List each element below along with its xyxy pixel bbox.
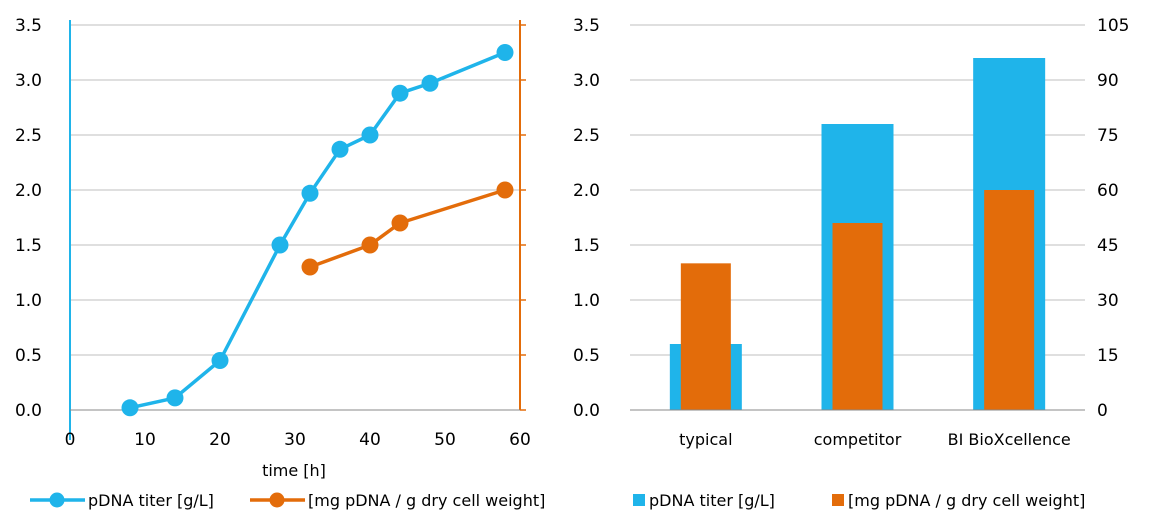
data-point	[421, 74, 439, 92]
x-tick-label: 10	[134, 430, 156, 450]
bar-chart: 0.0 0.5 1.0 1.5 2.0 2.5 3.0 3.5 0 15 30 45 60 75 90 10…	[573, 16, 1130, 510]
x-tick-label: 50	[434, 430, 456, 450]
x-axis-ticks: typical competitor BI BioXcellence	[679, 430, 1071, 449]
series-line	[309, 188, 506, 269]
data-point	[496, 44, 514, 61]
y-axis-ticks: 0.0 0.5 1.0 1.5 2.0 2.5 3.0 3.5	[15, 16, 42, 421]
right-y-tick-label: 105	[1097, 16, 1129, 36]
y-tick-label: 1.5	[573, 236, 600, 256]
data-point	[391, 214, 409, 232]
data-point	[496, 181, 514, 199]
bar-mg-pdna	[984, 190, 1035, 410]
x-tick-label: 0	[65, 430, 76, 450]
legend-label: [mg pDNA / g dry cell weight]	[308, 491, 545, 510]
legend-label: pDNA titer [g/L]	[649, 491, 775, 510]
right-y-tick-label: 15	[1097, 346, 1119, 366]
y-tick-label: 2.5	[15, 126, 42, 146]
x-axis-label: time [h]	[262, 461, 326, 480]
data-point	[211, 352, 229, 369]
y-tick-label: 1.5	[15, 236, 42, 256]
right-y-tick-label: 0	[1097, 401, 1108, 421]
x-tick-label: typical	[679, 430, 732, 449]
legend-marker	[49, 492, 65, 508]
data-point	[361, 236, 379, 254]
y-tick-label: 2.5	[573, 126, 600, 146]
y-tick-label: 2.0	[573, 181, 600, 201]
data-point	[271, 236, 289, 254]
data-point	[391, 84, 409, 102]
data-point	[361, 126, 379, 144]
legend-swatch	[633, 494, 645, 506]
right-y-tick-label: 30	[1097, 291, 1119, 311]
legend: pDNA titer [g/L] [mg pDNA / g dry cell we…	[633, 491, 1085, 510]
legend-label: pDNA titer [g/L]	[88, 491, 214, 510]
y-tick-label: 3.0	[573, 71, 600, 91]
y-tick-label: 3.5	[15, 16, 42, 36]
x-axis-ticks: 0 10 20 30 40 50 60	[65, 430, 531, 450]
x-tick-label: 60	[509, 430, 531, 450]
axes	[69, 20, 526, 440]
data-point	[121, 399, 139, 417]
right-y-axis-ticks: 0 15 30 45 60 75 90 105	[1097, 16, 1129, 421]
legend-marker	[269, 492, 285, 508]
y-tick-label: 1.0	[573, 291, 600, 311]
y-tick-label: 0.5	[15, 346, 42, 366]
data-point	[331, 140, 349, 158]
legend: pDNA titer [g/L] [mg pDNA / g dry cell we…	[30, 491, 545, 510]
data-point	[301, 184, 319, 202]
gridlines	[70, 24, 520, 356]
right-y-tick-label: 90	[1097, 71, 1119, 91]
right-y-tick-label: 60	[1097, 181, 1119, 201]
y-axis-ticks: 0.0 0.5 1.0 1.5 2.0 2.5 3.0 3.5	[573, 16, 600, 421]
y-tick-label: 3.5	[573, 16, 600, 36]
y-tick-label: 3.0	[15, 71, 42, 91]
right-y-tick-label: 45	[1097, 236, 1119, 256]
x-tick-label: 20	[209, 430, 231, 450]
series	[121, 44, 514, 417]
y-tick-label: 0.0	[573, 401, 600, 421]
legend-swatch	[832, 494, 844, 506]
x-tick-label: competitor	[814, 430, 902, 449]
series-line	[129, 50, 506, 410]
x-tick-label: 30	[284, 430, 306, 450]
x-tick-label: 40	[359, 430, 381, 450]
bar-mg-pdna	[832, 223, 883, 410]
bars	[669, 58, 1046, 410]
y-tick-label: 2.0	[15, 181, 42, 201]
legend-label: [mg pDNA / g dry cell weight]	[848, 491, 1085, 510]
y-tick-label: 1.0	[15, 291, 42, 311]
x-tick-label: BI BioXcellence	[948, 430, 1071, 449]
y-tick-label: 0.0	[15, 401, 42, 421]
bar-mg-pdna	[680, 263, 731, 410]
line-chart: 0 10 20 30 40 50 60 0.0 0.5 1.0 1.5 2.0 2.5 3.0 3.5 t…	[15, 16, 545, 510]
right-y-tick-label: 75	[1097, 126, 1119, 146]
data-point	[301, 258, 319, 276]
data-point	[166, 389, 184, 407]
y-tick-label: 0.5	[573, 346, 600, 366]
